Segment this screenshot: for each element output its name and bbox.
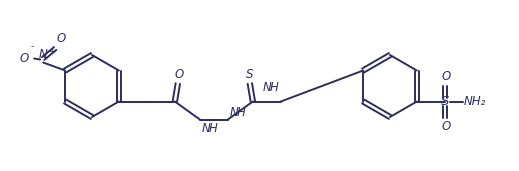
- Text: O: O: [56, 32, 65, 45]
- Text: N: N: [202, 122, 211, 135]
- Text: O: O: [174, 68, 184, 81]
- Text: H: H: [269, 81, 278, 94]
- Text: H: H: [209, 122, 218, 135]
- Text: O: O: [441, 69, 450, 82]
- Text: N: N: [39, 49, 48, 62]
- Text: -: -: [30, 43, 33, 51]
- Text: S: S: [441, 95, 449, 108]
- Text: O: O: [441, 121, 450, 134]
- Text: S: S: [246, 68, 254, 81]
- Text: +: +: [48, 47, 56, 56]
- Text: N: N: [263, 81, 271, 94]
- Text: O: O: [20, 52, 29, 65]
- Text: N: N: [230, 106, 239, 119]
- Text: NH₂: NH₂: [464, 95, 486, 108]
- Text: H: H: [237, 106, 245, 119]
